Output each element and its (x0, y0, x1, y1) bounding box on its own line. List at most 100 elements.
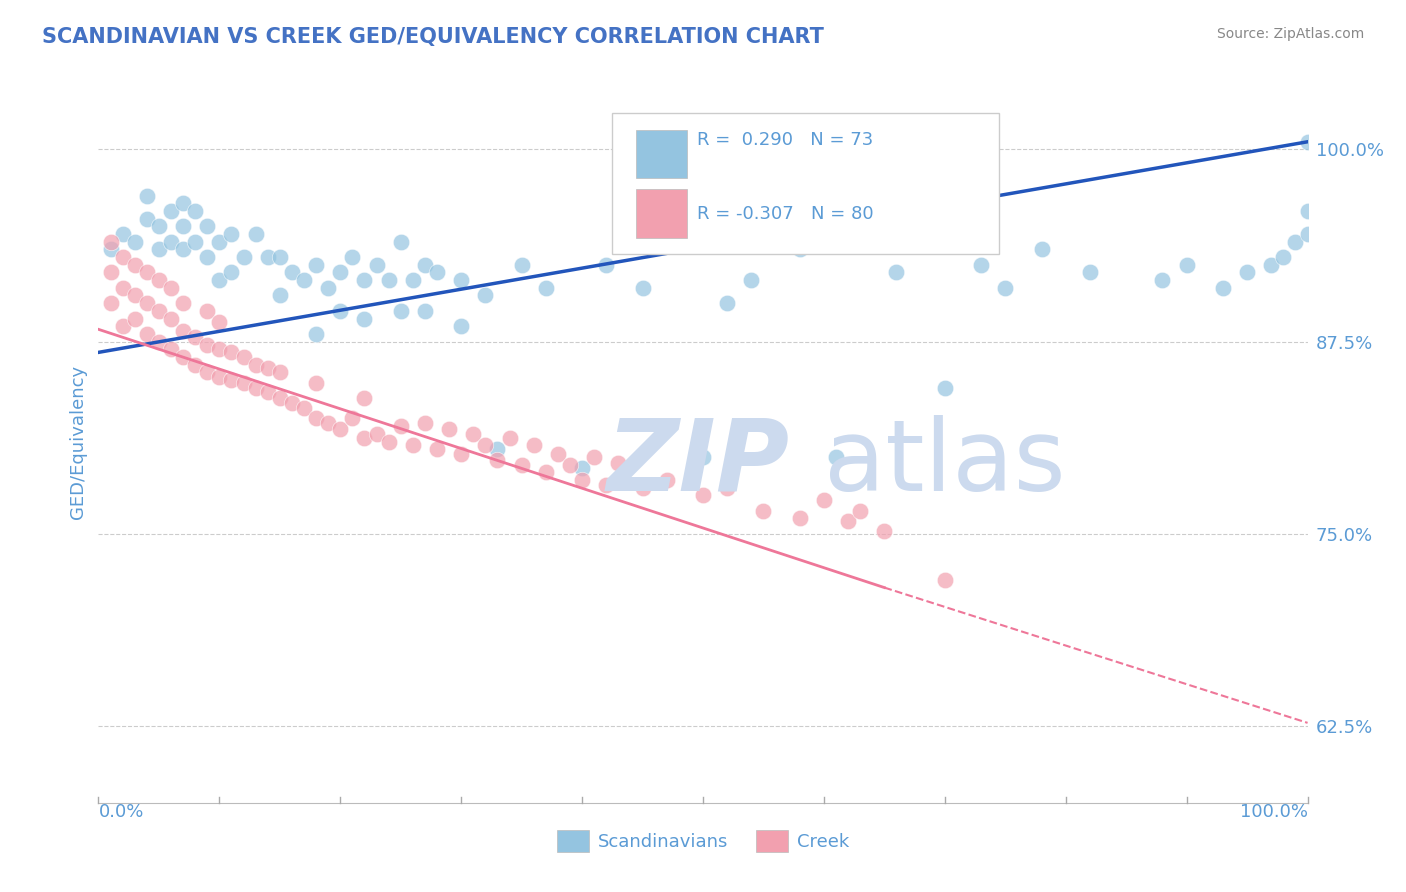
Point (413, 258, 436, 272)
Point (450, 447, 472, 461)
Point (377, 273, 399, 287)
Point (655, 473, 678, 487)
Text: ZIP: ZIP (606, 415, 789, 512)
Point (100, 235, 122, 249)
Point (100, 296, 122, 310)
Point (402, 437, 425, 451)
Point (583, 450, 606, 464)
Point (232, 376, 254, 391)
Point (135, 296, 157, 310)
Text: 100.0%: 100.0% (1240, 803, 1308, 821)
Point (148, 334, 170, 349)
Point (849, 504, 872, 518)
Point (571, 460, 593, 475)
Point (184, 235, 207, 249)
Point (1272, 250, 1295, 264)
Point (498, 432, 520, 446)
Point (208, 273, 231, 287)
Text: 0.0%: 0.0% (98, 803, 143, 821)
Point (221, 265, 243, 279)
Point (510, 258, 533, 272)
Point (195, 337, 218, 351)
Point (172, 243, 194, 257)
Point (148, 243, 170, 257)
FancyBboxPatch shape (637, 130, 688, 178)
Point (195, 304, 218, 318)
Point (426, 265, 449, 279)
Point (353, 311, 375, 326)
Point (547, 447, 569, 461)
Point (752, 504, 775, 518)
Point (534, 281, 557, 295)
Point (389, 419, 412, 434)
Y-axis label: GED/Equivalency: GED/Equivalency (69, 365, 87, 518)
Point (111, 281, 134, 295)
Point (111, 250, 134, 264)
Point (100, 243, 122, 257)
Point (329, 304, 352, 318)
Point (789, 511, 811, 525)
Point (124, 288, 146, 302)
Point (160, 311, 183, 326)
Point (269, 392, 291, 406)
Point (135, 188, 157, 202)
Point (195, 219, 218, 234)
Point (221, 227, 243, 241)
Point (111, 227, 134, 241)
Point (994, 281, 1017, 295)
FancyBboxPatch shape (637, 189, 688, 238)
Point (825, 450, 848, 464)
Point (245, 227, 267, 241)
Point (160, 343, 183, 357)
Point (184, 330, 207, 344)
Point (148, 219, 170, 234)
Point (124, 235, 146, 249)
Point (571, 473, 593, 487)
Point (148, 304, 170, 318)
Point (1284, 235, 1306, 249)
Point (377, 434, 399, 449)
Point (486, 453, 509, 467)
Point (172, 296, 194, 310)
Point (208, 343, 231, 357)
Point (934, 573, 956, 587)
Point (256, 385, 278, 400)
Point (402, 273, 425, 287)
Point (692, 488, 714, 502)
Point (135, 265, 157, 279)
Point (1260, 258, 1282, 272)
Text: R = -0.307   N = 80: R = -0.307 N = 80 (697, 204, 873, 223)
Point (970, 258, 993, 272)
FancyBboxPatch shape (613, 112, 1000, 253)
Point (135, 326, 157, 341)
Point (558, 458, 581, 472)
Point (292, 273, 315, 287)
Point (100, 265, 122, 279)
Point (1031, 243, 1053, 257)
Point (353, 273, 375, 287)
Point (160, 203, 183, 218)
Point (208, 370, 231, 384)
Point (305, 258, 328, 272)
Point (208, 235, 231, 249)
Point (111, 319, 134, 334)
Point (316, 416, 339, 430)
Point (124, 258, 146, 272)
Text: SCANDINAVIAN VS CREEK GED/EQUIVALENCY CORRELATION CHART: SCANDINAVIAN VS CREEK GED/EQUIVALENCY CO… (42, 27, 824, 46)
Point (1212, 281, 1234, 295)
Point (1296, 135, 1319, 149)
Text: Source: ZipAtlas.com: Source: ZipAtlas.com (1216, 27, 1364, 41)
Point (631, 481, 654, 495)
Point (184, 358, 207, 372)
Point (716, 296, 738, 310)
Point (789, 243, 811, 257)
Point (1078, 265, 1101, 279)
Point (413, 304, 436, 318)
Point (329, 422, 352, 436)
Point (256, 250, 278, 264)
Point (631, 281, 654, 295)
Point (716, 481, 738, 495)
Point (221, 373, 243, 387)
Point (269, 365, 291, 379)
Point (245, 381, 267, 395)
